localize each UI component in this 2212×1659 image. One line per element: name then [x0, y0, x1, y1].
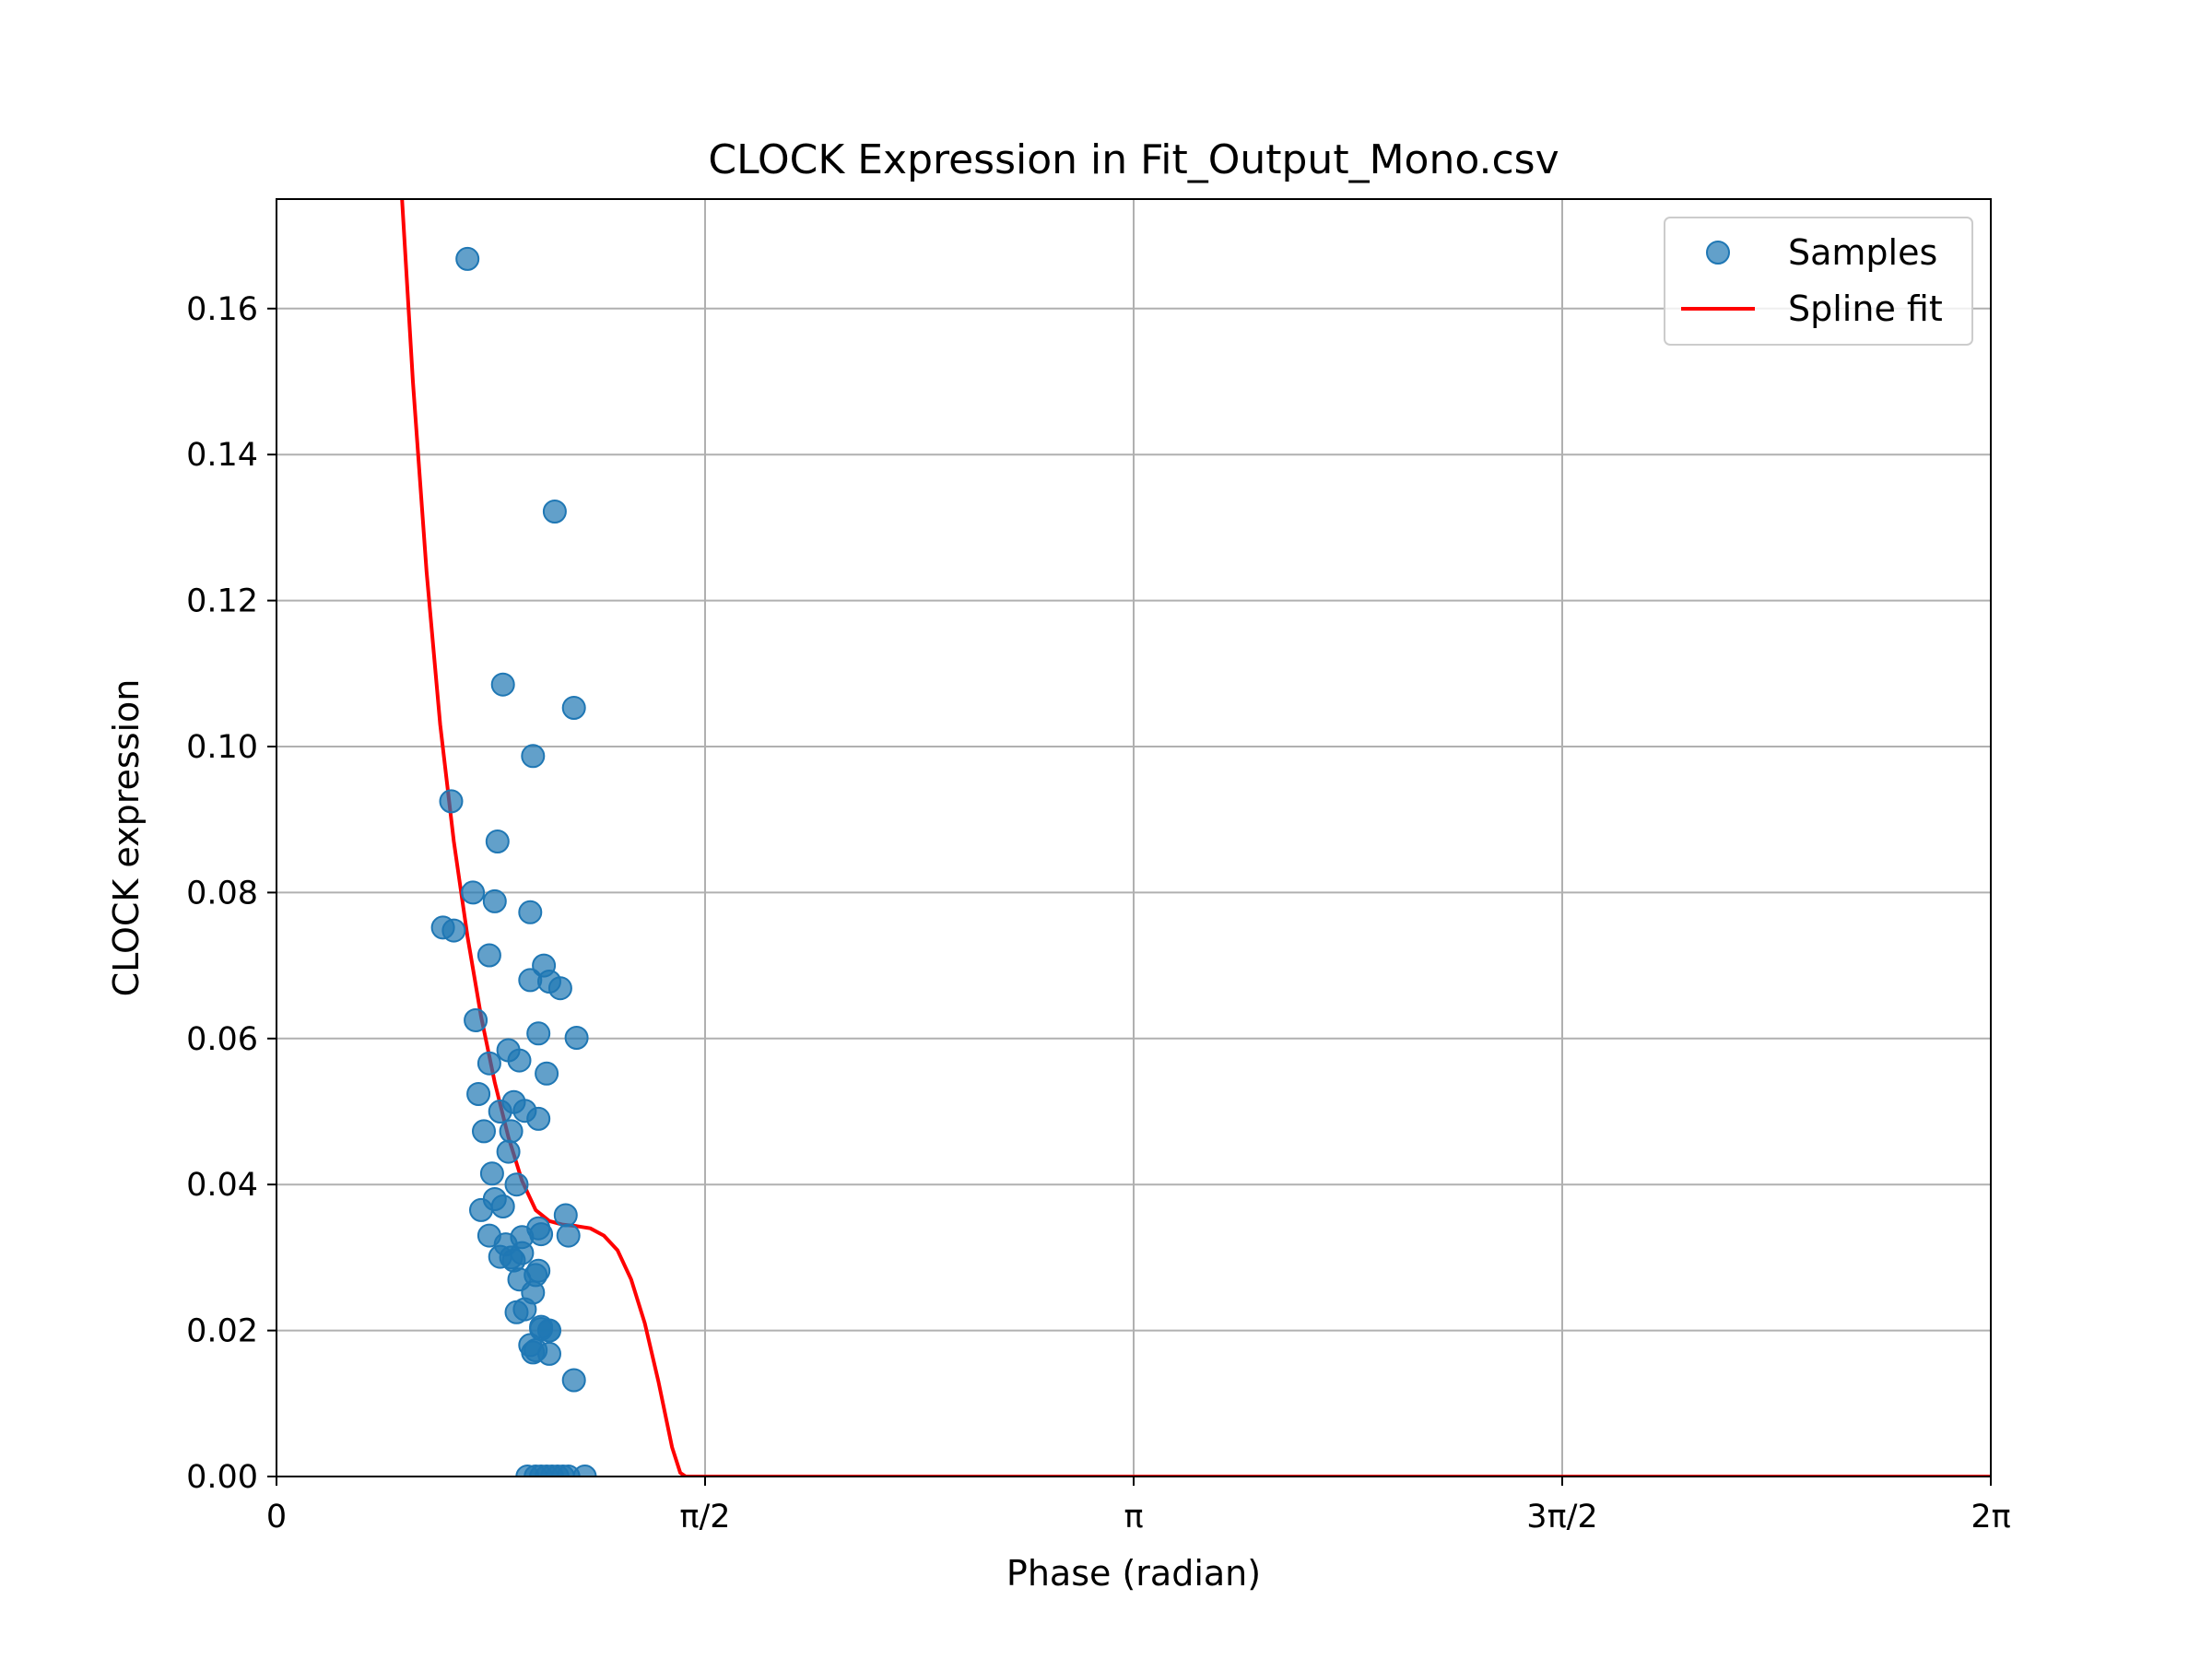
y-tick-label-2: 0.04	[186, 1167, 258, 1204]
y-axis-label: CLOCK expression	[106, 679, 147, 997]
x-tick-label-1: π/2	[679, 1499, 730, 1535]
sample-point	[496, 1139, 521, 1164]
sample-point	[441, 918, 466, 943]
sample-point	[455, 246, 480, 271]
y-tick-label-1: 0.02	[186, 1313, 258, 1350]
sample-point	[521, 744, 546, 769]
sample-point	[542, 500, 567, 524]
y-tick-label-6: 0.12	[186, 583, 258, 620]
sample-point	[469, 1197, 493, 1222]
sample-point	[507, 1048, 532, 1073]
sample-point	[466, 1082, 491, 1106]
legend-samples-marker	[1706, 241, 1730, 265]
sample-point	[561, 1368, 586, 1393]
chart-title: CLOCK Expression in Fit_Output_Mono.csv	[708, 136, 1559, 183]
x-axis: 0 π/2 π 3π/2 2π	[266, 1477, 2011, 1535]
sample-point	[472, 1119, 496, 1144]
legend-spline-label: Spline fit	[1788, 288, 1943, 329]
x-axis-label: Phase (radian)	[1006, 1553, 1261, 1594]
sample-point	[572, 1465, 597, 1477]
x-tick-label-2: π	[1124, 1499, 1143, 1535]
sample-point	[439, 789, 464, 814]
sample-point	[477, 943, 501, 968]
sample-point	[518, 900, 543, 924]
y-tick-label-8: 0.16	[186, 291, 258, 328]
sample-point	[490, 1194, 515, 1218]
sample-point	[477, 1051, 501, 1076]
y-tick-label-3: 0.06	[186, 1021, 258, 1058]
sample-point	[504, 1172, 529, 1197]
sample-point	[504, 1300, 529, 1324]
sample-point	[526, 1106, 551, 1131]
x-tick-label-3: 3π/2	[1526, 1499, 1597, 1535]
sample-point	[564, 1026, 589, 1050]
y-tick-label-0: 0.00	[186, 1459, 258, 1496]
sample-point	[561, 696, 586, 720]
y-axis: 0.00 0.02 0.04 0.06 0.08 0.10 0.12 0.14 0.16	[186, 291, 276, 1496]
sample-point	[556, 1223, 581, 1248]
spline-fit-series	[400, 199, 1991, 1477]
sample-point	[510, 1241, 535, 1265]
sample-point	[526, 1216, 551, 1241]
y-tick-label-4: 0.08	[186, 875, 258, 912]
sample-point	[479, 1161, 504, 1186]
y-tick-label-5: 0.10	[186, 729, 258, 766]
sample-point	[482, 888, 507, 913]
sample-point	[537, 1318, 561, 1343]
spline-fit-line	[400, 199, 1991, 1477]
sample-point	[518, 968, 543, 993]
sample-point	[535, 1061, 559, 1086]
sample-point	[499, 1119, 524, 1144]
sample-point	[526, 1258, 551, 1283]
legend-box	[1664, 217, 1973, 346]
legend: Samples Spline fit	[1664, 217, 1973, 346]
sample-point	[490, 672, 515, 697]
x-tick-label-0: 0	[266, 1499, 287, 1535]
sample-point	[488, 1100, 512, 1124]
samples-series	[430, 246, 597, 1477]
sample-point	[485, 830, 510, 853]
legend-samples-label: Samples	[1788, 232, 1937, 273]
sample-point	[524, 1338, 548, 1362]
sample-point	[553, 1203, 578, 1228]
sample-point	[526, 1021, 551, 1046]
sample-point	[461, 880, 486, 905]
y-tick-label-7: 0.14	[186, 437, 258, 474]
x-tick-label-4: 2π	[1971, 1499, 2010, 1535]
sample-point	[464, 1008, 488, 1032]
sample-point	[547, 976, 572, 1001]
